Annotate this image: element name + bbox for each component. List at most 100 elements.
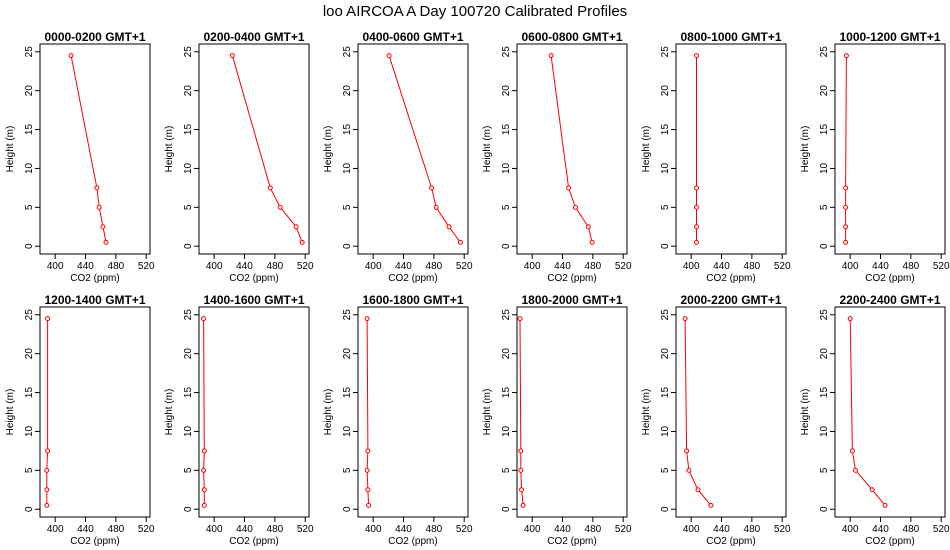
y-tick-label: 20: [183, 348, 194, 360]
data-point: [684, 448, 690, 454]
data-point: [693, 204, 699, 210]
x-tick-label: 440: [395, 261, 412, 272]
data-point: [843, 185, 849, 191]
panel-5: 0800-1000 GMT+1 400 440 480 520 0 5 10 15 20 25 CO2…: [641, 30, 791, 284]
x-tick-label: 520: [774, 261, 791, 272]
panel-8: 1400-1600 GMT+1 400 440 480 520 0 5 10 15 20 25 CO2…: [164, 293, 314, 547]
y-tick-label: 15: [342, 387, 353, 399]
x-tick-label: 440: [872, 261, 889, 272]
y-tick-label: 5: [342, 204, 353, 210]
x-tick-label: 480: [426, 261, 443, 272]
y-tick-label: 20: [24, 348, 35, 360]
panel-title: 1200-1400 GMT+1: [44, 293, 145, 307]
panel-title: 0600-0800 GMT+1: [521, 30, 622, 44]
x-axis-label: CO2 (ppm): [229, 536, 278, 547]
x-tick-label: 520: [297, 524, 314, 535]
y-tick-label: 5: [819, 467, 830, 473]
data-point: [585, 224, 591, 230]
y-tick-label: 0: [819, 506, 830, 512]
y-tick-label: 25: [501, 309, 512, 321]
y-tick-label: 15: [819, 124, 830, 136]
data-point: [849, 448, 855, 454]
data-point: [365, 448, 371, 454]
data-point: [843, 204, 849, 210]
data-point: [708, 502, 714, 508]
x-axis-label: CO2 (ppm): [706, 536, 755, 547]
plot-frame: [834, 306, 946, 518]
x-tick-label: 400: [842, 261, 859, 272]
data-point: [693, 53, 699, 59]
x-tick-label: 520: [615, 524, 632, 535]
y-tick-label: 20: [660, 348, 671, 360]
x-axis-label: CO2 (ppm): [70, 273, 119, 284]
data-point: [548, 53, 554, 59]
x-axis-label: CO2 (ppm): [865, 536, 914, 547]
y-tick-label: 10: [819, 425, 830, 437]
x-axis-label: CO2 (ppm): [547, 273, 596, 284]
y-axis-label: Height (m): [323, 389, 334, 436]
data-point: [44, 467, 50, 473]
y-tick-label: 25: [183, 46, 194, 58]
data-point: [572, 204, 578, 210]
panel-title: 0400-0600 GMT+1: [362, 30, 463, 44]
y-tick-label: 25: [342, 309, 353, 321]
data-point: [45, 316, 51, 322]
profile-line: [845, 55, 847, 243]
data-point: [386, 53, 392, 59]
data-point: [299, 239, 305, 245]
x-tick-label: 480: [903, 261, 920, 272]
panel-title: 0200-0400 GMT+1: [203, 30, 304, 44]
y-tick-label: 5: [183, 204, 194, 210]
y-tick-label: 10: [501, 425, 512, 437]
y-tick-label: 0: [183, 243, 194, 249]
y-tick-label: 5: [660, 467, 671, 473]
y-tick-label: 0: [660, 506, 671, 512]
data-point: [44, 487, 50, 493]
y-tick-label: 0: [342, 243, 353, 249]
y-tick-label: 25: [24, 309, 35, 321]
panel-9: 1600-1800 GMT+1 400 440 480 520 0 5 10 15 20 25 CO2…: [323, 293, 473, 547]
y-tick-label: 15: [183, 124, 194, 136]
y-axis-label: Height (m): [800, 126, 811, 173]
y-axis-label: Height (m): [164, 389, 175, 436]
y-tick-label: 5: [24, 204, 35, 210]
panel-title: 2000-2200 GMT+1: [680, 293, 781, 307]
x-axis-label: CO2 (ppm): [865, 273, 914, 284]
plot-frame: [198, 306, 310, 518]
profile-line: [46, 318, 49, 506]
plot-frame: [516, 43, 628, 255]
panel-title: 0000-0200 GMT+1: [44, 30, 145, 44]
figure-title: loo AIRCOA A Day 100720 Calibrated Profi…: [323, 3, 627, 20]
y-tick-label: 10: [660, 425, 671, 437]
plot-frame: [357, 43, 469, 255]
panel-12: 2200-2400 GMT+1 400 440 480 520 0 5 10 15 20 25 CO2…: [800, 293, 950, 547]
y-axis-label: Height (m): [641, 389, 652, 436]
x-tick-label: 400: [842, 524, 859, 535]
x-tick-label: 520: [456, 261, 473, 272]
panel-2: 0200-0400 GMT+1 400 440 480 520 0 5 10 15 20 25 CO2…: [164, 30, 314, 284]
data-point: [366, 502, 372, 508]
x-tick-label: 440: [554, 524, 571, 535]
y-tick-label: 5: [183, 467, 194, 473]
panel-title: 1400-1600 GMT+1: [203, 293, 304, 307]
data-point: [201, 467, 207, 473]
x-tick-label: 440: [713, 261, 730, 272]
y-tick-label: 10: [660, 162, 671, 174]
x-tick-label: 480: [108, 261, 125, 272]
x-tick-label: 520: [138, 524, 155, 535]
y-tick-label: 10: [24, 425, 35, 437]
y-tick-label: 25: [24, 46, 35, 58]
x-tick-label: 480: [903, 524, 920, 535]
y-axis-label: Height (m): [5, 389, 16, 436]
x-tick-label: 400: [206, 261, 223, 272]
data-point: [44, 502, 50, 508]
panel-title: 1800-2000 GMT+1: [521, 293, 622, 307]
x-tick-label: 520: [615, 261, 632, 272]
y-tick-label: 20: [183, 85, 194, 97]
x-axis-label: CO2 (ppm): [706, 273, 755, 284]
x-tick-label: 480: [585, 524, 602, 535]
y-tick-label: 10: [342, 162, 353, 174]
data-point: [843, 224, 849, 230]
x-tick-label: 520: [933, 524, 950, 535]
